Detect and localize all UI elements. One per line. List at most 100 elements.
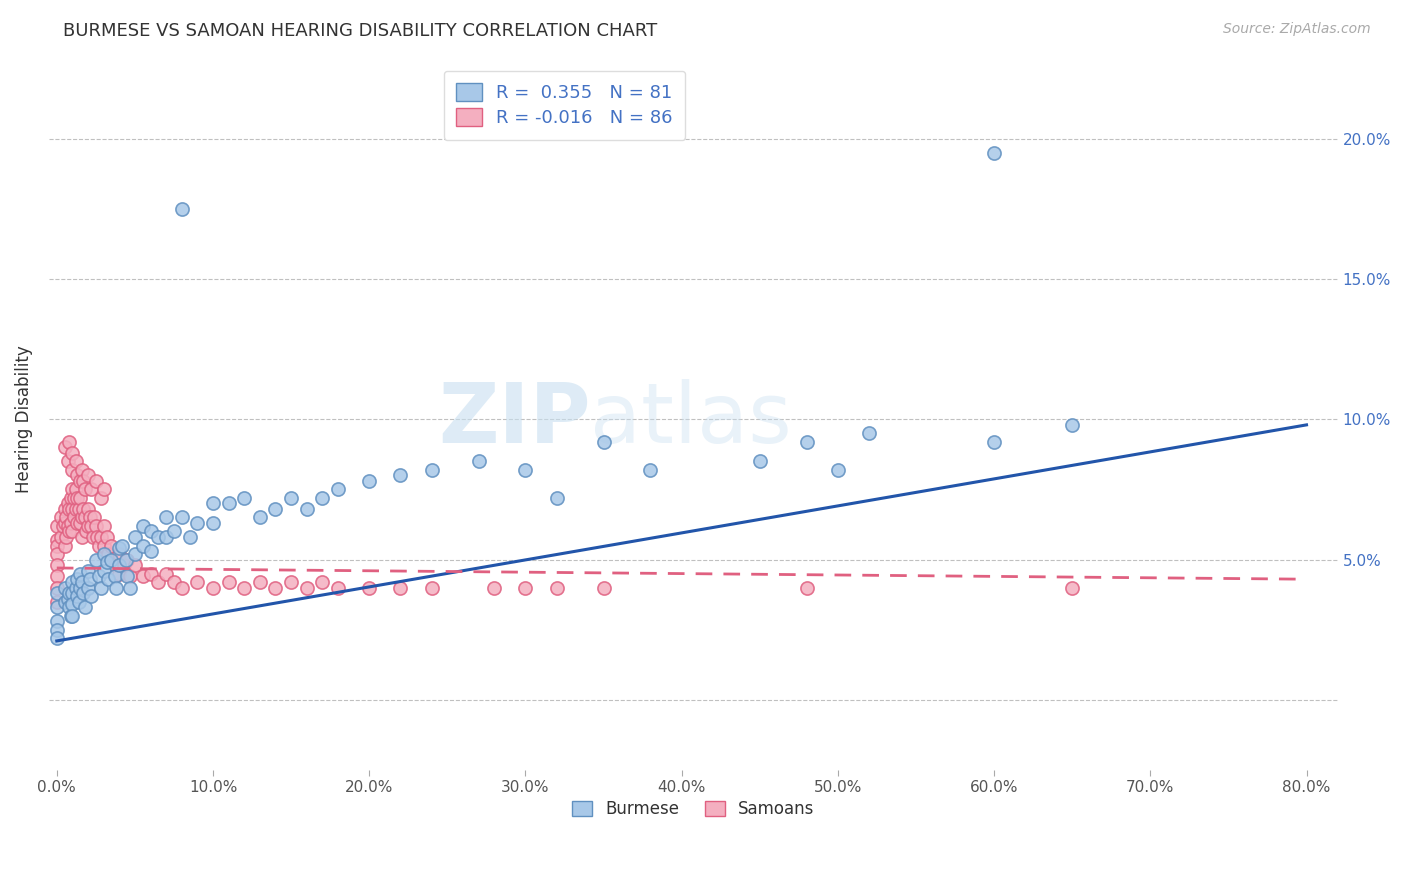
Point bbox=[53, 539, 76, 553]
Point bbox=[858, 426, 880, 441]
Point bbox=[186, 574, 208, 589]
Point bbox=[56, 496, 79, 510]
Point bbox=[77, 581, 100, 595]
Point bbox=[89, 491, 111, 505]
Point bbox=[70, 510, 93, 524]
Point bbox=[80, 483, 103, 497]
Point bbox=[233, 581, 256, 595]
Point bbox=[65, 581, 87, 595]
Point bbox=[139, 566, 162, 581]
Point bbox=[72, 502, 94, 516]
Point bbox=[218, 574, 240, 589]
Point bbox=[70, 463, 93, 477]
Point bbox=[51, 530, 73, 544]
Point bbox=[60, 524, 83, 539]
Point bbox=[124, 547, 146, 561]
Point bbox=[515, 463, 537, 477]
Point bbox=[93, 519, 115, 533]
Point bbox=[80, 589, 103, 603]
Point bbox=[124, 530, 146, 544]
Point bbox=[45, 558, 67, 573]
Point bbox=[148, 530, 170, 544]
Point bbox=[120, 581, 142, 595]
Point bbox=[108, 547, 131, 561]
Point bbox=[63, 510, 86, 524]
Point bbox=[63, 491, 86, 505]
Point bbox=[69, 474, 91, 488]
Point bbox=[93, 564, 115, 578]
Point bbox=[58, 586, 80, 600]
Point bbox=[79, 510, 101, 524]
Point bbox=[79, 572, 101, 586]
Point bbox=[52, 519, 75, 533]
Point bbox=[163, 524, 186, 539]
Point bbox=[111, 539, 134, 553]
Point bbox=[827, 463, 849, 477]
Point bbox=[326, 581, 349, 595]
Point bbox=[359, 474, 381, 488]
Point bbox=[93, 547, 115, 561]
Point bbox=[87, 539, 110, 553]
Point bbox=[59, 516, 82, 530]
Point bbox=[1062, 581, 1084, 595]
Point bbox=[796, 581, 818, 595]
Point bbox=[45, 547, 67, 561]
Point bbox=[420, 581, 443, 595]
Point bbox=[93, 483, 115, 497]
Point bbox=[77, 502, 100, 516]
Point bbox=[131, 519, 153, 533]
Point bbox=[115, 552, 138, 566]
Point bbox=[84, 519, 107, 533]
Point bbox=[86, 530, 108, 544]
Point bbox=[163, 574, 186, 589]
Point bbox=[100, 539, 122, 553]
Point bbox=[467, 454, 489, 468]
Point bbox=[58, 502, 80, 516]
Point bbox=[264, 502, 287, 516]
Point bbox=[264, 581, 287, 595]
Point bbox=[155, 530, 177, 544]
Point bbox=[295, 502, 318, 516]
Point bbox=[170, 202, 193, 216]
Point bbox=[75, 524, 97, 539]
Point bbox=[65, 454, 87, 468]
Point bbox=[295, 581, 318, 595]
Point bbox=[546, 581, 568, 595]
Point bbox=[66, 589, 89, 603]
Point bbox=[53, 516, 76, 530]
Point bbox=[69, 581, 91, 595]
Point bbox=[66, 468, 89, 483]
Point bbox=[139, 524, 162, 539]
Point bbox=[77, 564, 100, 578]
Point bbox=[592, 434, 614, 449]
Point bbox=[96, 555, 118, 569]
Point bbox=[55, 530, 77, 544]
Point bbox=[389, 581, 412, 595]
Point bbox=[77, 468, 100, 483]
Point bbox=[359, 581, 381, 595]
Point bbox=[65, 483, 87, 497]
Point bbox=[60, 586, 83, 600]
Point bbox=[114, 552, 136, 566]
Point bbox=[983, 145, 1005, 160]
Point bbox=[546, 491, 568, 505]
Point bbox=[53, 581, 76, 595]
Point bbox=[389, 468, 412, 483]
Point bbox=[72, 474, 94, 488]
Point bbox=[97, 572, 120, 586]
Point bbox=[89, 530, 111, 544]
Point bbox=[45, 615, 67, 629]
Point bbox=[45, 623, 67, 637]
Point bbox=[120, 569, 142, 583]
Point bbox=[58, 434, 80, 449]
Point bbox=[60, 446, 83, 460]
Point bbox=[45, 581, 67, 595]
Point bbox=[77, 519, 100, 533]
Point bbox=[66, 572, 89, 586]
Point bbox=[80, 519, 103, 533]
Point bbox=[108, 558, 131, 573]
Point bbox=[84, 474, 107, 488]
Point bbox=[748, 454, 770, 468]
Point bbox=[155, 566, 177, 581]
Point bbox=[53, 594, 76, 608]
